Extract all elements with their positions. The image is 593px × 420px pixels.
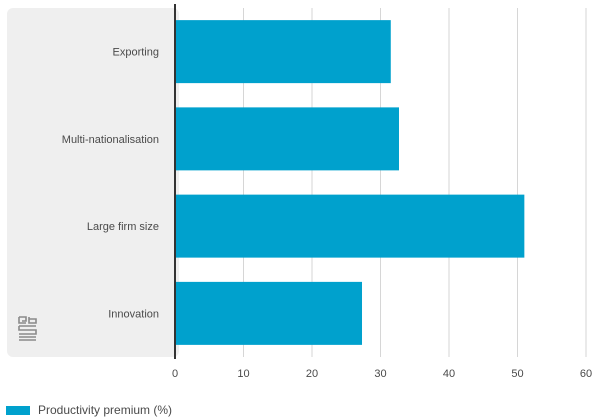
category-label: Innovation bbox=[108, 308, 159, 320]
x-tick-label: 20 bbox=[306, 368, 318, 380]
bar bbox=[175, 194, 525, 258]
x-tick-label: 50 bbox=[511, 368, 523, 380]
legend: Productivity premium (%) bbox=[6, 403, 172, 417]
cbs-logo-icon bbox=[18, 316, 37, 341]
category-label: Multi-nationalisation bbox=[62, 134, 159, 146]
bar bbox=[175, 20, 391, 84]
category-label: Exporting bbox=[113, 47, 159, 59]
legend-swatch bbox=[6, 405, 30, 415]
bar bbox=[175, 107, 399, 171]
x-tick-label: 30 bbox=[374, 368, 386, 380]
category-label-panel bbox=[7, 8, 179, 357]
x-tick-label: 40 bbox=[443, 368, 455, 380]
x-tick-label: 0 bbox=[172, 368, 178, 380]
x-tick-label: 10 bbox=[237, 368, 249, 380]
bar bbox=[175, 281, 363, 345]
bars bbox=[175, 20, 525, 345]
x-tick-labels: 0 10 20 30 40 50 60 bbox=[172, 368, 592, 380]
category-labels: Exporting Multi-nationalisation Large firm… bbox=[62, 47, 159, 321]
x-tick-label: 60 bbox=[580, 368, 592, 380]
category-label: Large firm size bbox=[87, 221, 159, 233]
legend-label: Productivity premium (%) bbox=[38, 403, 173, 417]
